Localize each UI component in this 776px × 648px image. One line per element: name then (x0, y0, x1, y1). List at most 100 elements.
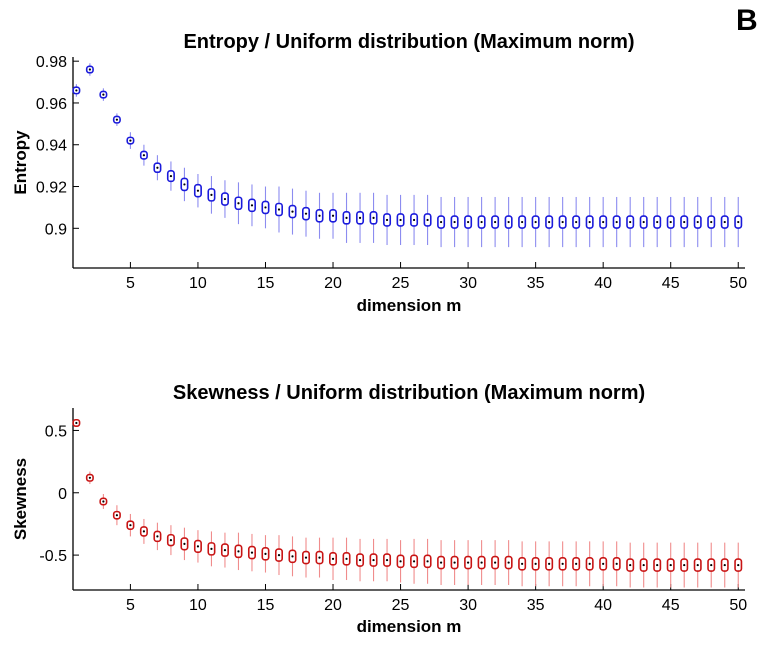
data-point (156, 166, 159, 169)
data-point (494, 220, 497, 224)
data-point (534, 562, 537, 565)
data-point (521, 562, 524, 565)
data-point (277, 208, 281, 211)
y-tick-label: -0.5 (39, 548, 67, 565)
y-tick-label: 0 (58, 486, 67, 503)
data-point (264, 552, 267, 555)
x-tick-label: 40 (594, 597, 612, 614)
data-point (494, 561, 497, 564)
x-tick-label: 35 (527, 275, 545, 292)
y-tick-label: 0.5 (45, 423, 67, 440)
panel-label: B (736, 4, 758, 37)
data-point (534, 220, 537, 224)
data-point (548, 220, 551, 224)
data-point (466, 561, 470, 564)
y-axis-label: Skewness (11, 458, 30, 540)
x-tick-label: 5 (126, 275, 135, 292)
y-axis-label: Entropy (11, 130, 30, 195)
data-point (548, 562, 551, 565)
data-point (669, 220, 672, 224)
data-point (669, 563, 672, 567)
x-tick-label: 20 (324, 275, 342, 292)
x-tick-label: 30 (459, 597, 477, 614)
data-point (372, 216, 375, 219)
data-point (588, 562, 591, 565)
data-point (318, 556, 321, 559)
data-point (507, 561, 510, 564)
data-point (723, 563, 726, 567)
y-tick-label: 0.94 (36, 138, 67, 155)
skewness-chart: Skewness / Uniform distribution (Maximum… (11, 382, 747, 636)
data-point (237, 550, 240, 553)
data-point (291, 210, 294, 213)
data-point (75, 421, 78, 425)
data-point (453, 220, 456, 224)
data-point (561, 220, 564, 224)
y-tick-label: 0.98 (36, 54, 67, 71)
data-point (480, 561, 483, 564)
data-point (318, 214, 321, 217)
x-tick-label: 10 (189, 597, 207, 614)
data-point (250, 551, 254, 554)
data-point (304, 556, 308, 559)
y-tick-label: 0.9 (45, 221, 67, 238)
data-point (696, 563, 699, 567)
data-point (156, 535, 159, 538)
x-tick-label: 30 (459, 275, 477, 292)
data-point (264, 206, 267, 209)
data-point (291, 555, 294, 558)
data-point (710, 220, 713, 224)
data-point (385, 218, 389, 222)
data-point (439, 561, 443, 564)
data-point (385, 558, 389, 562)
data-point (588, 220, 591, 224)
x-tick-label: 50 (729, 275, 747, 292)
data-point (399, 560, 402, 563)
data-point (345, 557, 348, 560)
data-point (331, 557, 335, 560)
data-point (129, 139, 132, 142)
x-tick-label: 45 (662, 597, 680, 614)
x-tick-label: 15 (257, 597, 275, 614)
data-point (737, 220, 740, 224)
data-point (399, 218, 402, 222)
data-point (210, 193, 213, 196)
data-point (196, 189, 200, 192)
data-point (250, 204, 254, 207)
entropy-chart: Entropy / Uniform distribution (Maximum … (11, 31, 747, 315)
x-tick-label: 45 (662, 275, 680, 292)
x-axis-label: dimension m (357, 617, 462, 636)
data-point (412, 218, 416, 222)
data-point (237, 202, 240, 205)
data-point (575, 220, 578, 224)
x-axis-label: dimension m (357, 296, 462, 315)
data-point (615, 562, 618, 565)
data-point (129, 524, 132, 527)
data-point (602, 562, 605, 565)
data-point (466, 220, 470, 224)
data-point (683, 220, 686, 224)
data-point (412, 560, 416, 563)
chart-title: Skewness / Uniform distribution (Maximum… (173, 382, 645, 404)
data-point (561, 562, 564, 565)
x-tick-label: 25 (392, 275, 410, 292)
data-point (102, 500, 105, 503)
data-point (507, 220, 510, 224)
data-point (642, 220, 645, 224)
data-point (210, 547, 213, 550)
data-point (683, 563, 686, 567)
data-point (102, 93, 105, 96)
x-tick-label: 50 (729, 597, 747, 614)
x-tick-label: 15 (257, 275, 275, 292)
data-point (426, 560, 429, 563)
data-point (115, 118, 118, 121)
x-tick-label: 40 (594, 275, 612, 292)
data-point (480, 220, 483, 224)
x-tick-label: 25 (392, 597, 410, 614)
data-point (277, 553, 281, 557)
x-tick-label: 20 (324, 597, 342, 614)
chart-title: Entropy / Uniform distribution (Maximum … (183, 31, 634, 53)
data-point (223, 549, 227, 552)
data-point (345, 216, 348, 219)
